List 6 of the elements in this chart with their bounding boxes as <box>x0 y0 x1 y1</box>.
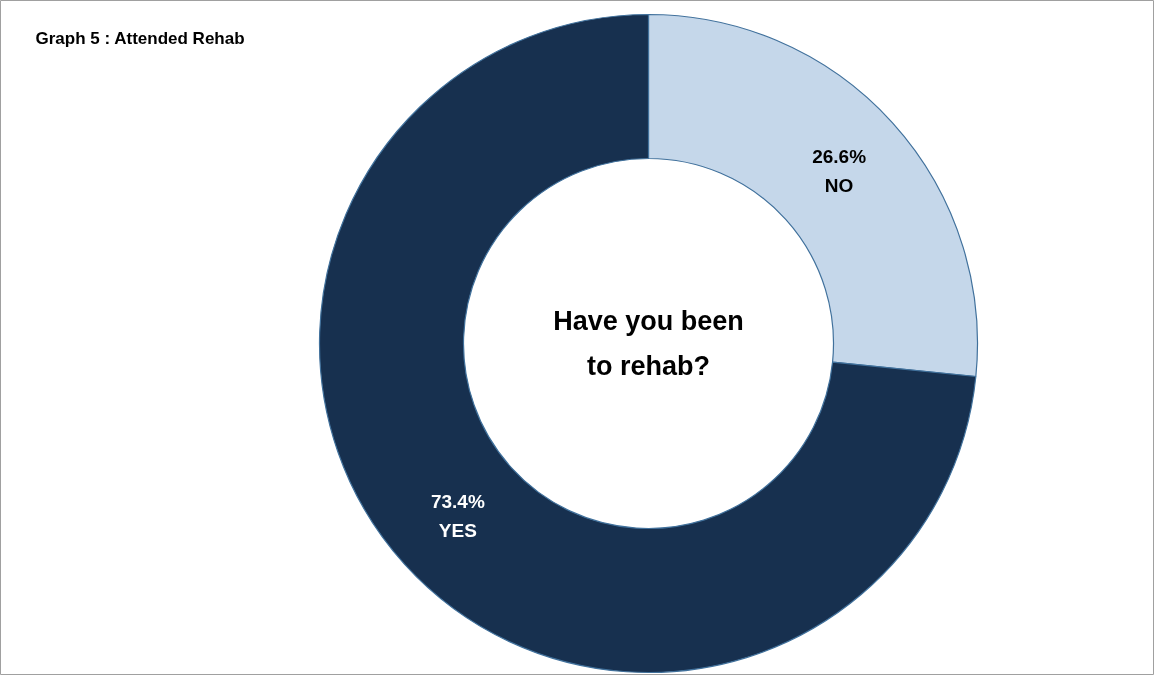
slice-label: NO <box>824 175 854 197</box>
slice-label: YES <box>438 520 477 542</box>
data-label: 26.6% <box>812 145 867 167</box>
text: Graph 5 : Attended Rehab <box>35 28 245 48</box>
data-label: 73.4% <box>430 490 485 512</box>
text: Have you been to rehab? <box>553 306 744 381</box>
